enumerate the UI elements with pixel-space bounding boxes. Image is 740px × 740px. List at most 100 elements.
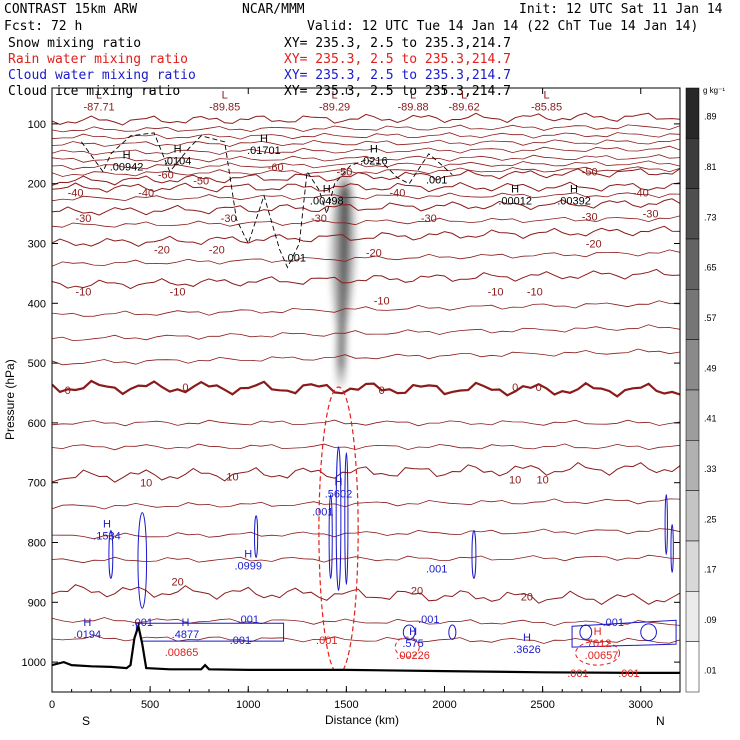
extremum-value: .0216 xyxy=(360,156,388,168)
field-xy: XY= 235.3, 2.5 to 235.3,214.7 xyxy=(284,36,511,51)
snow-plume-band xyxy=(327,246,359,256)
temperature-label: 0 xyxy=(379,385,385,397)
extremum-letter: H xyxy=(370,144,378,156)
temperature-label: 10 xyxy=(537,475,549,487)
temperature-label: -50 xyxy=(336,167,352,179)
temperature-contour xyxy=(52,132,680,140)
temperature-label: -60 xyxy=(268,162,284,174)
snow-plume-band xyxy=(332,379,349,389)
header-valid: Valid: 12 UTC Tue 14 Jan 14 (22 ChT Tue … xyxy=(307,19,698,34)
header-forecast: Fcst: 72 h xyxy=(4,19,82,34)
colorbar-label: .25 xyxy=(704,514,717,524)
temperature-label: -30 xyxy=(75,213,91,225)
colorbar-segment xyxy=(685,490,700,542)
extremum-value: .001 xyxy=(312,507,333,519)
snow-plume-band xyxy=(328,276,357,285)
extremum-value: .7012 xyxy=(584,638,612,650)
header: CONTRAST 15km ARW Fcst: 72 h NCAR/MMM In… xyxy=(4,2,723,99)
x-tick-label: 2000 xyxy=(432,699,456,711)
cloud-water-contour xyxy=(448,624,457,640)
snow-plume-band xyxy=(331,195,357,204)
extremum-value: .001 xyxy=(316,635,337,647)
extremum-letter: L xyxy=(410,90,416,102)
snow-plume-band xyxy=(332,372,349,381)
extremum-value: .001 xyxy=(418,614,439,626)
snow-plume-band xyxy=(328,217,359,226)
field-name: Cloud ice mixing ratio xyxy=(8,84,180,99)
temperature-label: -50 xyxy=(582,167,598,179)
snow-plume-band xyxy=(327,261,358,271)
extremum-value: .00012 xyxy=(498,196,532,208)
snow-plume-band xyxy=(333,350,349,359)
extremum-value: .001 xyxy=(618,668,639,680)
extremum-value: -89.85 xyxy=(209,102,240,114)
x-tick-label: 2500 xyxy=(530,699,554,711)
extremum-letter: H xyxy=(409,626,417,638)
snow-plume xyxy=(327,165,359,389)
temperature-contour xyxy=(52,138,680,147)
field-xy: XY= 235.3, 2.5 to 235.3,214.7 xyxy=(284,52,511,67)
field-name: Snow mixing ratio xyxy=(8,36,141,51)
temperature-label: -30 xyxy=(421,213,437,225)
field-name: Cloud water mixing ratio xyxy=(8,68,196,83)
temperature-contour xyxy=(52,249,680,267)
extremum-value: .001 xyxy=(426,563,447,575)
extremum-letter: H xyxy=(174,144,182,156)
cloud-ice-contour xyxy=(81,132,453,269)
cloud-water-contour xyxy=(328,494,333,579)
temperature-contour xyxy=(52,617,680,627)
temperature-label: -20 xyxy=(154,244,170,256)
temperature-contour xyxy=(52,181,680,193)
cloud-water-contour xyxy=(640,623,657,642)
colorbar-label: .89 xyxy=(704,112,717,122)
snow-plume-band xyxy=(332,313,352,322)
snow-plume-band xyxy=(327,239,359,248)
temperature-contour xyxy=(52,154,680,163)
extremum-letter: H xyxy=(123,150,131,162)
snow-plume-band xyxy=(329,291,355,300)
header-model: CONTRAST 15km ARW xyxy=(4,2,137,17)
temperature-label: 20 xyxy=(171,576,183,588)
temperature-contour xyxy=(52,554,680,564)
cloud-water-contour xyxy=(571,619,677,648)
temperature-label: 10 xyxy=(509,475,521,487)
snow-plume-band xyxy=(333,335,350,344)
extremum-value: -87.71 xyxy=(83,102,114,114)
temperature-contour xyxy=(52,528,680,540)
cloud-water-contour xyxy=(254,515,259,558)
rain-water-contour xyxy=(575,640,621,666)
extremum-letter: H xyxy=(323,184,331,196)
colorbar-segment xyxy=(685,641,700,693)
colorbar-label: .81 xyxy=(704,162,717,172)
temperature-contour xyxy=(52,124,680,133)
field-xy: XY= 235.3, 2.5 to 235.3,214.7 xyxy=(284,84,511,99)
y-tick-label: 700 xyxy=(28,478,46,490)
extremum-value: .00498 xyxy=(310,196,344,208)
temperature-label: 0 xyxy=(182,382,188,394)
cloud-water-contour xyxy=(135,622,285,642)
temperature-label: 0 xyxy=(65,385,71,397)
y-tick-label: 400 xyxy=(28,298,46,310)
temperature-contour xyxy=(52,419,680,427)
snow-plume-band xyxy=(330,202,357,211)
extremum-value: .00865 xyxy=(165,647,199,659)
snow-plume-band xyxy=(333,328,350,337)
field-name: Rain water mixing ratio xyxy=(8,52,188,67)
temperature-label: -60 xyxy=(158,170,174,182)
colorbar-segment xyxy=(685,87,700,139)
temperature-contour xyxy=(52,112,680,126)
extremum-letter: H xyxy=(244,548,252,560)
cloud-water-contour xyxy=(344,452,349,585)
terrain-line xyxy=(52,622,680,674)
temperature-contour xyxy=(52,634,680,644)
extremum-letter: H xyxy=(103,519,111,531)
temperature-contour xyxy=(52,145,680,156)
y-tick-label: 100 xyxy=(28,119,46,131)
y-tick-label: 600 xyxy=(28,418,46,430)
colorbar-label: .17 xyxy=(704,565,717,575)
extremum-value: .001 xyxy=(426,175,447,187)
extremum-value: -85.85 xyxy=(531,102,562,114)
temperature-label: -40 xyxy=(389,188,405,200)
extremum-value: .3626 xyxy=(513,644,541,656)
